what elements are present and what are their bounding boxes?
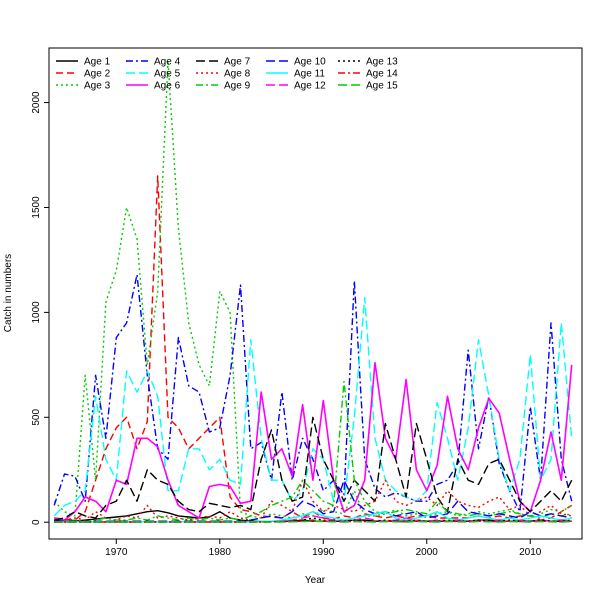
series-line-age-15 [54, 520, 572, 523]
series-line-age-5 [53, 297, 573, 517]
series-line-age-2 [54, 175, 573, 521]
y-tick-label: 1000 [31, 301, 42, 324]
legend-label: Age 8 [224, 69, 251, 80]
legend-label: Age 2 [84, 69, 111, 80]
legend-label: Age 4 [154, 57, 181, 68]
x-tick-label: 1990 [312, 547, 335, 558]
legend-label: Age 3 [84, 81, 111, 92]
y-axis-title: Catch in numbers [3, 254, 14, 332]
x-tick-label: 1970 [105, 547, 128, 558]
y-tick-label: 2000 [31, 91, 42, 114]
legend-label: Age 5 [154, 69, 181, 80]
x-tick-label: 1980 [209, 547, 232, 558]
y-tick-label: 0 [31, 519, 42, 525]
legend-label: Age 10 [294, 57, 326, 68]
y-tick-label: 1500 [31, 196, 42, 219]
legend-label: Age 7 [224, 57, 251, 68]
plot-marks [53, 59, 573, 523]
x-axis-title: Year [305, 575, 326, 586]
plot-frame [48, 47, 583, 540]
legend-label: Age 12 [294, 81, 326, 92]
x-tick-label: 2000 [416, 547, 439, 558]
x-axis: 1970 1980 1990 2000 2010 [105, 539, 542, 558]
series-line-age-8 [54, 479, 572, 522]
y-tick-label: 500 [31, 409, 42, 426]
legend-label: Age 14 [366, 69, 398, 80]
legend-label: Age 9 [224, 81, 251, 92]
legend-label: Age 11 [294, 69, 325, 80]
legend-label: Age 1 [84, 57, 111, 68]
x-tick-label: 2010 [519, 547, 542, 558]
y-axis: 0 500 1000 1500 2000 [31, 91, 49, 525]
series-line-age-7 [54, 416, 573, 521]
legend-label: Age 6 [154, 81, 181, 92]
series-line-age-4 [53, 273, 573, 513]
series-line-age-6 [54, 361, 573, 521]
series-line-age-3 [53, 59, 573, 519]
legend-label: Age 13 [366, 57, 398, 68]
legend-label: Age 15 [366, 81, 398, 92]
